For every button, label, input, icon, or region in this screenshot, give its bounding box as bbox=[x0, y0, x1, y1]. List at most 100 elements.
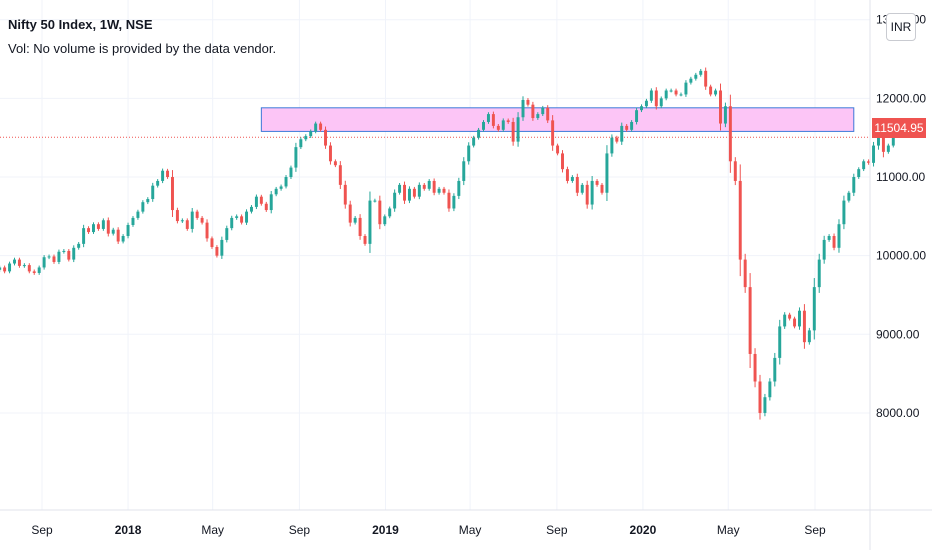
candle bbox=[788, 312, 792, 321]
candle-body bbox=[343, 184, 347, 205]
candle-body bbox=[659, 98, 663, 107]
candle-body bbox=[82, 228, 86, 244]
candle-body bbox=[195, 211, 199, 218]
candle-body bbox=[689, 78, 693, 83]
candle bbox=[343, 180, 347, 209]
candle bbox=[22, 263, 26, 268]
candle bbox=[77, 241, 81, 250]
candle bbox=[694, 72, 698, 81]
candle-body bbox=[87, 228, 91, 233]
grid-layer bbox=[0, 0, 870, 510]
candle-body bbox=[486, 114, 490, 122]
candle bbox=[674, 88, 678, 97]
candle-body bbox=[121, 236, 125, 242]
candle bbox=[699, 68, 703, 77]
candle-body bbox=[580, 184, 584, 193]
candle bbox=[156, 179, 160, 188]
candle-body bbox=[684, 82, 688, 95]
candle bbox=[368, 191, 372, 253]
candle bbox=[689, 76, 693, 85]
candle bbox=[373, 198, 377, 203]
candle bbox=[793, 316, 797, 329]
candle-body bbox=[240, 216, 244, 223]
candle bbox=[245, 209, 249, 225]
candle bbox=[486, 112, 490, 124]
candle bbox=[536, 112, 540, 120]
resistance-zone-rectangle bbox=[260, 107, 855, 132]
candle bbox=[161, 168, 165, 184]
currency-button[interactable]: INR bbox=[886, 13, 916, 41]
candle-body bbox=[644, 100, 648, 107]
candle-body bbox=[259, 196, 263, 204]
candle-body bbox=[753, 353, 757, 382]
candle-body bbox=[13, 259, 16, 264]
candle bbox=[249, 205, 253, 214]
candle-body bbox=[798, 310, 801, 327]
candle-body bbox=[180, 220, 184, 222]
candle-body bbox=[669, 90, 673, 92]
candle bbox=[783, 312, 787, 329]
candle-body bbox=[96, 224, 100, 229]
candle bbox=[422, 182, 426, 191]
x-tick-label: Sep bbox=[289, 523, 311, 537]
candle bbox=[17, 257, 21, 268]
candle bbox=[146, 197, 150, 205]
candle bbox=[32, 269, 36, 275]
candle-body bbox=[67, 250, 71, 260]
candle bbox=[284, 175, 288, 189]
candle-body bbox=[378, 200, 382, 225]
chart-title: Nifty 50 Index, 1W, NSE bbox=[8, 17, 153, 32]
candle bbox=[319, 121, 323, 132]
candle bbox=[437, 186, 441, 195]
x-tick-label: May bbox=[459, 523, 482, 537]
candle bbox=[738, 164, 742, 277]
candle-body bbox=[299, 139, 303, 148]
candle bbox=[412, 186, 416, 199]
candle-body bbox=[314, 123, 318, 132]
candle bbox=[847, 190, 851, 203]
candle bbox=[467, 142, 471, 165]
candle-body bbox=[388, 208, 392, 217]
candle-body bbox=[333, 161, 337, 166]
candle bbox=[378, 195, 382, 230]
candle-body bbox=[264, 203, 268, 211]
candle-body bbox=[674, 90, 678, 95]
candle bbox=[472, 135, 476, 148]
candle bbox=[403, 181, 407, 204]
candle bbox=[635, 107, 639, 125]
candle-body bbox=[477, 129, 481, 138]
candle-body bbox=[467, 145, 471, 162]
candle bbox=[546, 105, 550, 124]
last-price-label: 11504.95 bbox=[872, 118, 926, 138]
candle bbox=[551, 115, 555, 151]
candle-body bbox=[778, 326, 782, 358]
candle bbox=[807, 327, 811, 345]
candle-body bbox=[867, 161, 871, 163]
candle-body bbox=[679, 94, 683, 96]
candle-body bbox=[422, 184, 426, 189]
candle bbox=[126, 222, 130, 239]
candle-body bbox=[27, 265, 31, 272]
candle bbox=[27, 263, 31, 274]
candle bbox=[264, 201, 268, 212]
candle bbox=[407, 186, 411, 204]
candle-body bbox=[723, 106, 727, 124]
candle-body bbox=[763, 397, 767, 413]
candle bbox=[170, 170, 174, 217]
candle-body bbox=[358, 217, 362, 236]
candle bbox=[778, 319, 782, 365]
candle bbox=[857, 167, 861, 179]
candle bbox=[659, 96, 663, 109]
candle bbox=[575, 173, 579, 197]
candle-body bbox=[452, 195, 456, 209]
candle-body bbox=[822, 239, 826, 260]
candle-body bbox=[788, 314, 792, 319]
candle-body bbox=[521, 99, 525, 118]
candle bbox=[556, 143, 560, 156]
candle bbox=[72, 245, 76, 263]
candle-body bbox=[462, 161, 466, 181]
candle-body bbox=[92, 224, 95, 233]
candle-body bbox=[704, 70, 708, 87]
